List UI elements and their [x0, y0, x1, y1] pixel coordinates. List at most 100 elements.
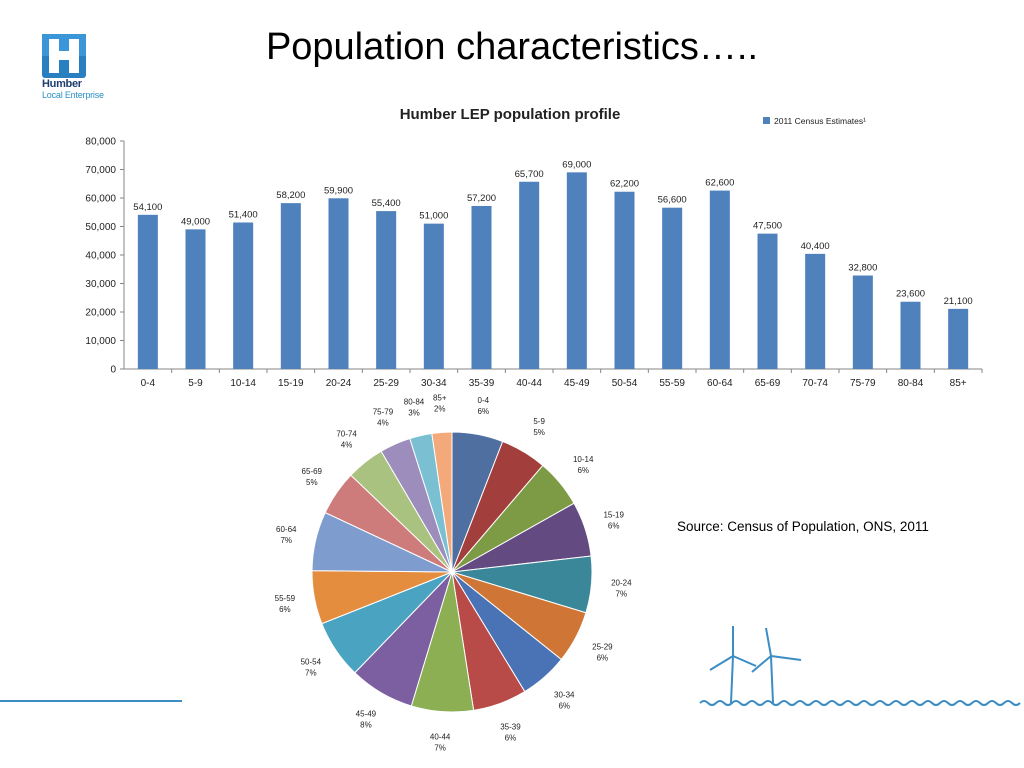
bar [614, 191, 635, 369]
pie-slice-percent: 6% [478, 407, 490, 416]
pie-slice-label: 35-39 [500, 723, 521, 732]
bar-data-label: 62,200 [610, 179, 639, 190]
y-tick-label: 40,000 [85, 251, 116, 262]
x-tick-label: 75-79 [850, 378, 876, 389]
x-tick-label: 30-34 [421, 378, 447, 389]
x-tick-label: 5-9 [188, 378, 203, 389]
y-tick-label: 20,000 [85, 308, 116, 319]
bar-data-label: 57,200 [467, 193, 496, 204]
humber-logo: Humber Local Enterprise [40, 34, 130, 100]
source-note: Source: Census of Population, ONS, 2011 [677, 519, 929, 534]
x-tick-label: 40-44 [516, 378, 542, 389]
y-tick-label: 50,000 [85, 222, 116, 233]
pie-slice-percent: 6% [597, 653, 609, 662]
pie-slice-percent: 4% [341, 441, 353, 450]
bar-chart-title: Humber LEP population profile [400, 106, 621, 123]
x-tick-label: 70-74 [802, 378, 828, 389]
pie-slice-percent: 4% [377, 419, 389, 428]
pie-slice-percent: 5% [306, 478, 318, 487]
bar-data-label: 54,100 [133, 202, 162, 213]
x-tick-label: 25-29 [373, 378, 399, 389]
bar [376, 211, 397, 369]
pie-slice-label: 20-24 [611, 578, 632, 587]
humber-h-logo-icon [42, 34, 86, 78]
bar [519, 181, 540, 369]
pie-slice-label: 75-79 [373, 408, 394, 417]
x-tick-label: 35-39 [469, 378, 495, 389]
x-tick-label: 85+ [950, 378, 967, 389]
pie-slice-label: 25-29 [592, 642, 613, 651]
bar-data-label: 56,600 [658, 195, 687, 206]
bar [233, 222, 254, 369]
y-tick-label: 0 [110, 365, 116, 376]
bar [185, 229, 206, 369]
bar-data-label: 59,900 [324, 185, 353, 196]
y-tick-label: 30,000 [85, 279, 116, 290]
bar [662, 207, 683, 369]
pie-slice-percent: 6% [577, 466, 589, 475]
pie-slice-label: 60-64 [276, 525, 297, 534]
x-tick-label: 10-14 [230, 378, 256, 389]
bar-data-label: 51,400 [229, 210, 258, 221]
x-tick-label: 80-84 [898, 378, 924, 389]
pie-slice-percent: 6% [558, 702, 570, 711]
logo-line-1: Humber [42, 78, 82, 90]
bar-chart: Humber LEP population profile 2011 Censu… [85, 106, 983, 389]
bar-data-label: 23,600 [896, 289, 925, 300]
pie-slice-label: 55-59 [275, 594, 296, 603]
x-tick-label: 15-19 [278, 378, 304, 389]
x-tick-label: 50-54 [612, 378, 638, 389]
pie-slice-label: 30-34 [554, 691, 575, 700]
bar [757, 233, 778, 369]
bar-data-label: 40,400 [801, 241, 830, 252]
pie-slice-label: 10-14 [573, 455, 594, 464]
bar-data-label: 49,000 [181, 216, 210, 227]
pie-slice-label: 65-69 [302, 467, 323, 476]
y-tick-label: 70,000 [85, 165, 116, 176]
x-tick-label: 65-69 [755, 378, 781, 389]
bar-data-label: 65,700 [515, 169, 544, 180]
wave-line [699, 700, 1021, 706]
pie-slice-label: 15-19 [603, 511, 624, 520]
pie-slice-percent: 7% [434, 744, 446, 753]
bar [900, 301, 921, 369]
bar [328, 198, 349, 369]
bar [948, 308, 969, 369]
bar [805, 253, 826, 369]
x-tick-label: 60-64 [707, 378, 733, 389]
bar [137, 214, 158, 369]
pie-slice-label: 80-84 [404, 397, 425, 406]
y-tick-label: 60,000 [85, 194, 116, 205]
x-tick-label: 45-49 [564, 378, 590, 389]
slide-title: Population characteristics….. [265, 26, 759, 68]
bar [471, 205, 492, 369]
pie-slice-percent: 6% [505, 734, 517, 743]
pie-slice-percent: 7% [616, 589, 628, 598]
bar [709, 190, 730, 369]
bar-chart-legend: 2011 Census Estimates¹ [774, 116, 866, 126]
pie-slice-percent: 7% [280, 536, 292, 545]
pie-slice-percent: 2% [434, 404, 446, 413]
y-tick-label: 10,000 [85, 336, 116, 347]
wind-turbines-icon [709, 626, 802, 704]
bar [280, 203, 301, 369]
pie-slice-percent: 3% [408, 408, 420, 417]
bar-data-label: 47,500 [753, 221, 782, 232]
pie-slice-percent: 5% [533, 428, 545, 437]
pie-slice-label: 5-9 [533, 417, 545, 426]
bar-data-label: 51,000 [419, 211, 448, 222]
x-tick-label: 55-59 [659, 378, 685, 389]
pie-slice-label: 70-74 [336, 430, 357, 439]
pie-slice-percent: 6% [279, 605, 291, 614]
pie-slice-percent: 8% [360, 721, 372, 730]
pie-slice-label: 45-49 [356, 710, 377, 719]
bar-data-label: 58,200 [276, 190, 305, 201]
pie-slice [431, 431, 453, 573]
pie-slice-label: 40-44 [430, 733, 451, 742]
bar [566, 172, 587, 369]
pie-slice-label: 0-4 [478, 396, 490, 405]
legend-swatch [763, 117, 770, 124]
y-tick-label: 80,000 [85, 137, 116, 148]
